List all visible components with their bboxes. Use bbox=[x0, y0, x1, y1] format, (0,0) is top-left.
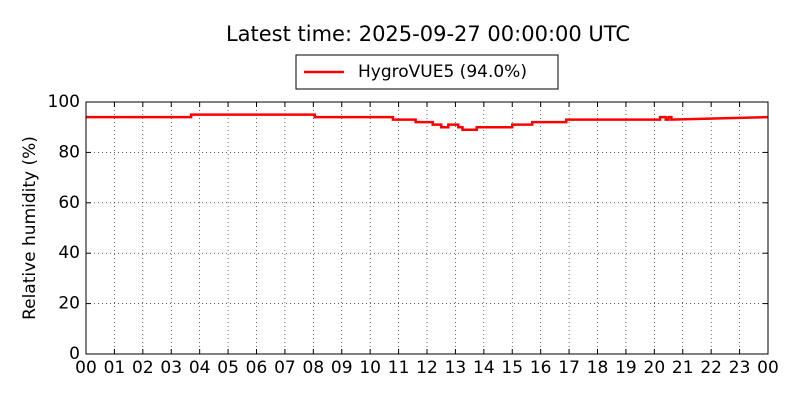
x-tick-label: 09 bbox=[331, 358, 353, 378]
x-tick-label: 07 bbox=[274, 358, 296, 378]
legend-label: HygroVUE5 (94.0%) bbox=[358, 62, 527, 82]
x-tick-label: 12 bbox=[416, 358, 438, 378]
plot-frame bbox=[85, 101, 769, 355]
x-tick-label: 15 bbox=[501, 358, 523, 378]
x-tick-label: 22 bbox=[700, 358, 722, 378]
x-tick-label: 08 bbox=[303, 358, 325, 378]
chart-title: Latest time: 2025-09-27 00:00:00 UTC bbox=[226, 22, 630, 46]
x-tick-label: 17 bbox=[558, 358, 580, 378]
x-tick-label: 03 bbox=[160, 358, 182, 378]
x-tick-label: 10 bbox=[359, 358, 381, 378]
x-tick-label: 19 bbox=[615, 358, 637, 378]
x-tick-label: 01 bbox=[104, 358, 126, 378]
x-tick-label: 11 bbox=[388, 358, 410, 378]
y-axis-label: Relative humidity (%) bbox=[20, 136, 40, 320]
x-tick-label: 04 bbox=[189, 358, 211, 378]
y-tick-label: 80 bbox=[58, 142, 80, 162]
x-tick-label: 21 bbox=[672, 358, 694, 378]
y-tick-label: 0 bbox=[69, 344, 80, 364]
data-line bbox=[86, 113, 769, 131]
x-tick-label: 14 bbox=[473, 358, 495, 378]
x-tick-label: 13 bbox=[445, 358, 467, 378]
y-tick-label: 100 bbox=[48, 92, 80, 112]
x-tick-label: 00 bbox=[757, 358, 779, 378]
x-tick-label: 23 bbox=[729, 358, 751, 378]
x-tick-label: 05 bbox=[217, 358, 239, 378]
y-tick-label: 40 bbox=[58, 243, 80, 263]
x-tick-label: 20 bbox=[644, 358, 666, 378]
x-tick-label: 02 bbox=[132, 358, 154, 378]
x-tick-label: 18 bbox=[587, 358, 609, 378]
y-tick-label: 60 bbox=[58, 193, 80, 213]
x-tick-label: 06 bbox=[246, 358, 268, 378]
x-tick-label: 00 bbox=[75, 358, 97, 378]
y-tick-label: 20 bbox=[58, 294, 80, 314]
x-tick-label: 16 bbox=[530, 358, 552, 378]
